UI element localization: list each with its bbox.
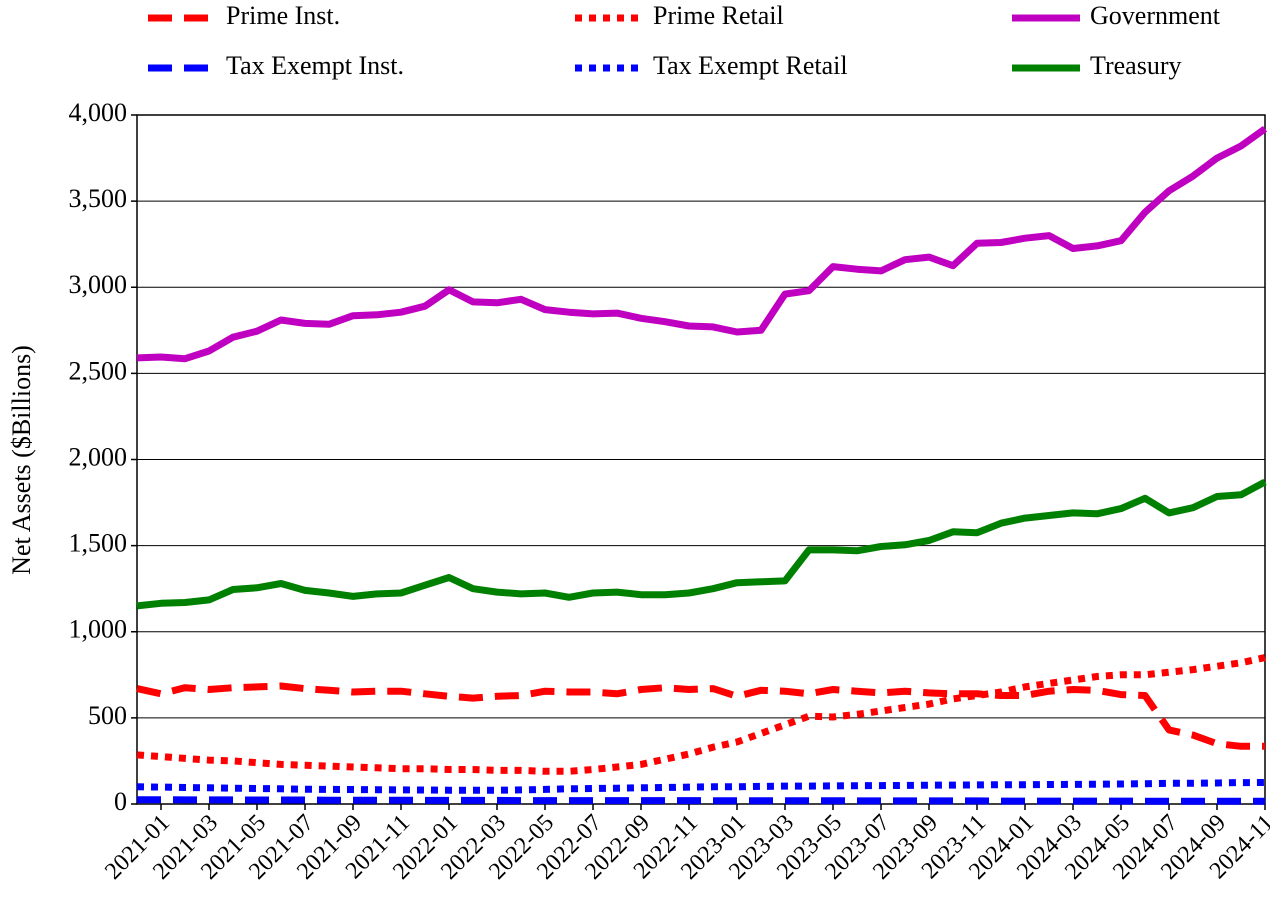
series-line [136,478,1267,610]
legend-label: Tax Exempt Retail [653,51,848,80]
legend-label: Tax Exempt Inst. [226,51,404,80]
y-tick-label: 4,000 [69,98,128,127]
series-line [136,779,1266,794]
legend-label: Government [1090,1,1221,30]
y-tick-label: 500 [88,701,127,730]
y-tick-label: 3,500 [69,184,128,213]
y-tick-label: 2,000 [69,442,128,471]
y-tick-label: 3,000 [69,270,128,299]
y-tick-label: 0 [114,787,127,816]
legend-label: Prime Inst. [226,1,340,30]
series-line [136,125,1268,363]
y-axis-label: Net Assets ($Billions) [7,345,36,575]
series-line [136,654,1266,775]
plot-frame [136,114,1266,805]
y-tick-label: 2,500 [69,356,128,385]
legend-label: Treasury [1090,51,1181,80]
y-tick-label: 1,000 [69,615,128,644]
series-line [137,796,1265,805]
y-tick-label: 1,500 [69,529,128,558]
legend-label: Prime Retail [653,1,784,30]
series-line [136,682,1265,750]
